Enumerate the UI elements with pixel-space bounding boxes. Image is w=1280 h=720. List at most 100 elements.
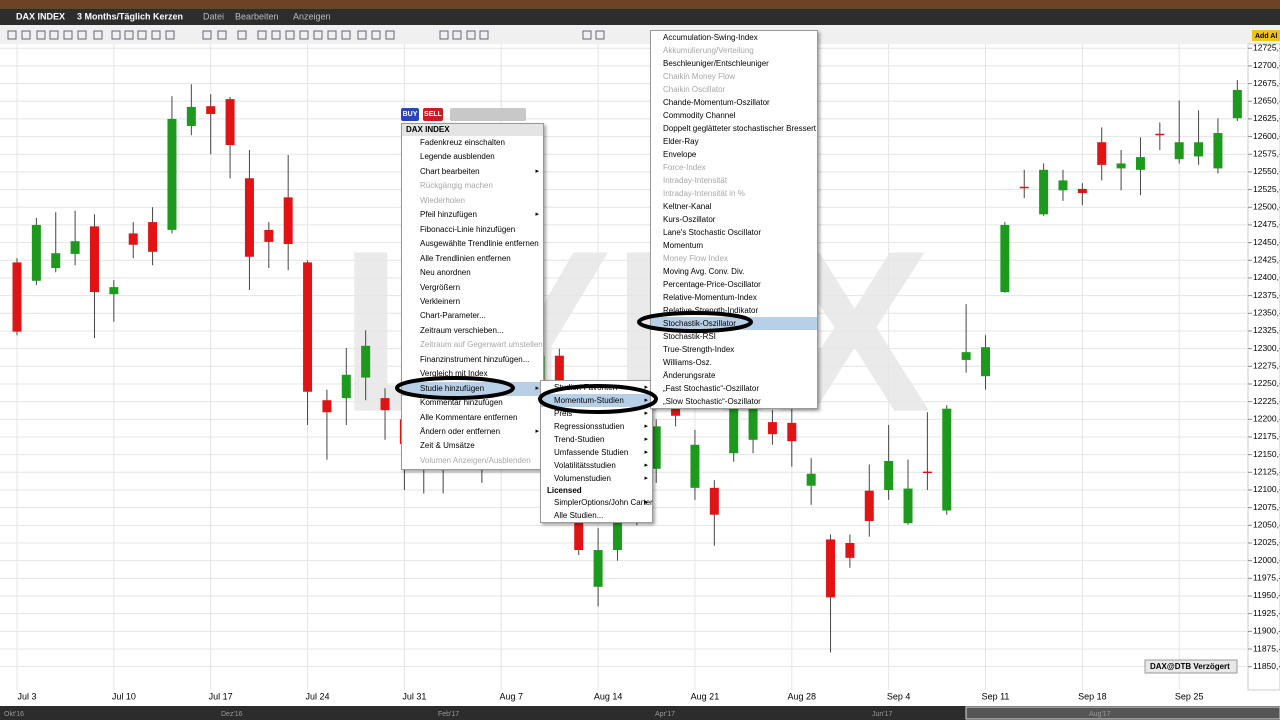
candle-body: [981, 347, 990, 377]
menu-item[interactable]: Umfassende Studien: [541, 446, 652, 459]
menu-item[interactable]: Finanzinstrument hinzufügen...: [420, 354, 530, 364]
scroller-thumb[interactable]: [965, 706, 1280, 720]
menu-item[interactable]: Vergrößern: [420, 282, 461, 292]
menu-item[interactable]: Momentum-Studien: [541, 394, 652, 407]
menu-item[interactable]: Volumenstudien: [541, 472, 652, 485]
menu-item[interactable]: Percentage-Price-Oscillator: [663, 280, 761, 289]
menu-item[interactable]: Envelope: [663, 150, 697, 159]
menu-item[interactable]: Chande-Momentum-Oszillator: [663, 98, 770, 107]
candle-body: [322, 400, 332, 413]
menu-item[interactable]: SimplerOptions/John Carter: [541, 496, 653, 509]
tool-icon: [63, 30, 73, 40]
menu-item[interactable]: Relative-Momentum-Index: [663, 293, 757, 302]
menu-item[interactable]: Ausgewählte Trendlinie entfernen: [420, 239, 539, 249]
candle-body: [1000, 224, 1010, 293]
candle-body: [31, 224, 41, 281]
menu-item[interactable]: Änderungsrate: [663, 371, 716, 380]
menu-item[interactable]: Kurs-Oszillator: [663, 215, 716, 224]
menu-item[interactable]: Williams-Osz.: [663, 358, 712, 367]
menu-section: Licensed: [547, 486, 582, 495]
menu-item[interactable]: Momentum: [663, 241, 704, 250]
menu-item[interactable]: Volatilitätsstudien: [541, 459, 652, 472]
tool-icon: [371, 30, 381, 40]
candle-body: [283, 197, 293, 245]
candle-body: [826, 539, 836, 598]
y-tick-label: 12050,-: [1253, 520, 1280, 530]
menu-item[interactable]: Commodity Channel: [663, 111, 736, 120]
y-tick-label: 12700,-: [1253, 60, 1280, 70]
candle-body: [1174, 142, 1184, 160]
candle-body: [341, 374, 351, 399]
x-tick-label: Jul 3: [17, 691, 36, 701]
menu-item[interactable]: Preis: [541, 407, 652, 420]
menu-item[interactable]: Zeit & Umsätze: [420, 441, 475, 451]
menu-item[interactable]: Keltner-Kanal: [663, 202, 712, 211]
y-tick-label: 12400,-: [1253, 272, 1280, 282]
menu-item[interactable]: Doppelt geglätteter stochastischer Bress…: [663, 124, 816, 133]
y-tick-label: 12425,-: [1253, 255, 1280, 265]
menu-item[interactable]: Zeitraum verschieben...: [420, 325, 504, 335]
menu-item[interactable]: Fibonacci-Linie hinzufügen: [420, 224, 516, 234]
menu-item[interactable]: Relative-Strength-Indikator: [663, 306, 759, 315]
y-tick-label: 11975,-: [1253, 573, 1280, 583]
menu-item[interactable]: Ändern oder entfernen: [402, 425, 543, 439]
candle-body: [128, 233, 138, 245]
y-tick-label: 12575,-: [1253, 149, 1280, 159]
menu-item[interactable]: Accumulation-Swing-Index: [663, 33, 758, 42]
menu-item[interactable]: Studien-Favoriten: [541, 381, 652, 394]
candle-body: [729, 407, 739, 454]
x-tick-label: Jul 24: [306, 691, 330, 701]
menu-item[interactable]: True-Strength-Index: [663, 345, 735, 354]
y-tick-label: 12725,-: [1253, 42, 1280, 52]
candle-body: [884, 461, 894, 490]
menu-item[interactable]: Pfeil hinzufügen: [402, 208, 543, 222]
menu-item[interactable]: Lane's Stochastic Oscillator: [663, 228, 762, 237]
menu-item[interactable]: Stochastik-RSI: [663, 332, 716, 341]
menu-item[interactable]: Legende ausblenden: [420, 152, 495, 162]
menu-item[interactable]: Trend-Studien: [541, 433, 652, 446]
y-tick-label: 12550,-: [1253, 166, 1280, 176]
menu-file[interactable]: Datei: [203, 11, 224, 21]
menu-item[interactable]: Alle Trendlinien entfernen: [420, 253, 511, 263]
menu-item[interactable]: Verkleinern: [420, 296, 461, 306]
sell-button[interactable]: SELL: [423, 108, 443, 121]
menu-item[interactable]: Moving Avg. Conv. Div.: [663, 267, 745, 276]
menu-view[interactable]: Anzeigen: [293, 11, 331, 21]
add-button-label[interactable]: Add Al: [1255, 33, 1277, 40]
menu-item[interactable]: Beschleuniger/Entschleuniger: [663, 59, 769, 68]
y-tick-label: 12525,-: [1253, 184, 1280, 194]
candle-body: [1019, 186, 1029, 189]
menu-item[interactable]: Chart bearbeiten: [402, 165, 543, 179]
add-button[interactable]: [1252, 30, 1280, 41]
y-tick-label: 12100,-: [1253, 484, 1280, 494]
instrument[interactable]: DAX INDEX: [16, 11, 65, 21]
candle-body: [148, 222, 158, 252]
menu-item[interactable]: Chart-Parameter...: [420, 311, 486, 321]
candle-body: [593, 550, 603, 587]
tool-icon: [271, 30, 281, 40]
menu-item[interactable]: Vergleich mit Index: [420, 369, 488, 379]
menu-item[interactable]: Elder-Ray: [663, 137, 699, 146]
menu-item[interactable]: Regressionsstudien: [541, 420, 652, 433]
menu-item[interactable]: „Slow Stochastic“-Oszillator: [663, 397, 761, 406]
x-tick-label: Sep 18: [1078, 691, 1107, 701]
tool-icon: [466, 30, 476, 40]
menu-item[interactable]: Fadenkreuz einschalten: [420, 138, 505, 147]
menu-item[interactable]: Alle Kommentare entfernen: [420, 412, 518, 422]
menu-item[interactable]: Neu anordnen: [420, 268, 471, 278]
menu-item[interactable]: „Fast Stochastic“-Oszillator: [663, 384, 760, 393]
period[interactable]: 3 Months/Täglich Kerzen: [77, 11, 183, 21]
buy-button[interactable]: BUY: [401, 108, 419, 121]
y-tick-label: 12125,-: [1253, 467, 1280, 477]
scroller-label: Jun'17: [872, 711, 893, 718]
menu-item: Akkumulierung/Verteilung: [663, 46, 754, 55]
menu-item[interactable]: Stochastik-Oszillator: [651, 317, 817, 330]
y-tick-label: 12075,-: [1253, 502, 1280, 512]
menu-item[interactable]: Kommentar hinzufügen: [420, 398, 503, 408]
tool-icon: [165, 30, 175, 40]
menu-item[interactable]: Studie hinzufügen: [402, 381, 543, 396]
menu-item[interactable]: Alle Studien...: [554, 511, 604, 520]
candle-body: [51, 253, 61, 269]
menu-edit[interactable]: Bearbeiten: [235, 11, 279, 21]
candle-body: [1039, 169, 1049, 215]
